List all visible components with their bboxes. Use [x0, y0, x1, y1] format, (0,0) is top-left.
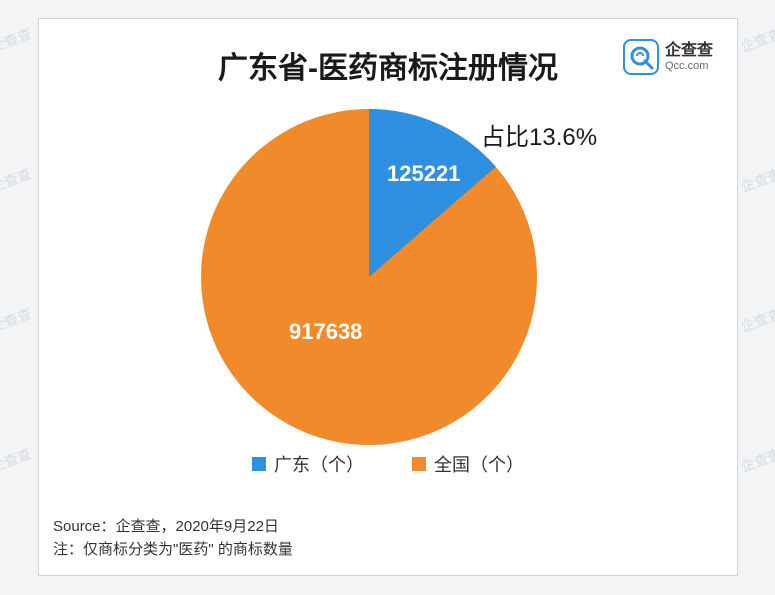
chart-card: 广东省-医药商标注册情况 企查查 Qcc.com 占比13.6% 125221 …: [38, 18, 738, 576]
watermark: 企查查: [0, 303, 34, 336]
legend: 广东（个） 全国（个）: [39, 451, 737, 477]
brand-logo: 企查查 Qcc.com: [623, 39, 713, 75]
pie-svg: [199, 107, 539, 447]
watermark: 企查查: [738, 303, 775, 336]
brand-name-cn: 企查查: [665, 42, 713, 60]
legend-item-guangdong: 广东（个）: [252, 451, 364, 477]
percent-callout: 占比13.6%: [481, 117, 597, 152]
note-line: 注：仅商标分类为"医药" 的商标数量: [53, 539, 293, 562]
brand-name-en: Qcc.com: [665, 60, 713, 72]
qcc-logo-icon: [623, 39, 659, 75]
source-line: Source：企查查，2020年9月22日: [53, 516, 293, 539]
slice-value-national: 917638: [289, 319, 362, 345]
watermark: 企查查: [0, 23, 34, 56]
footer-notes: Source：企查查，2020年9月22日 注：仅商标分类为"医药" 的商标数量: [53, 516, 293, 561]
watermark: 企查查: [738, 443, 775, 476]
watermark: 企查查: [738, 163, 775, 196]
slice-value-guangdong: 125221: [387, 161, 460, 187]
legend-swatch: [252, 457, 266, 471]
legend-label: 全国（个）: [434, 451, 524, 477]
legend-item-national: 全国（个）: [412, 451, 524, 477]
brand-text: 企查查 Qcc.com: [665, 42, 713, 72]
watermark: 企查查: [738, 23, 775, 56]
watermark: 企查查: [0, 163, 34, 196]
legend-swatch: [412, 457, 426, 471]
watermark: 企查查: [0, 443, 34, 476]
pie-chart: 占比13.6% 125221 917638: [39, 89, 737, 469]
legend-label: 广东（个）: [274, 451, 364, 477]
